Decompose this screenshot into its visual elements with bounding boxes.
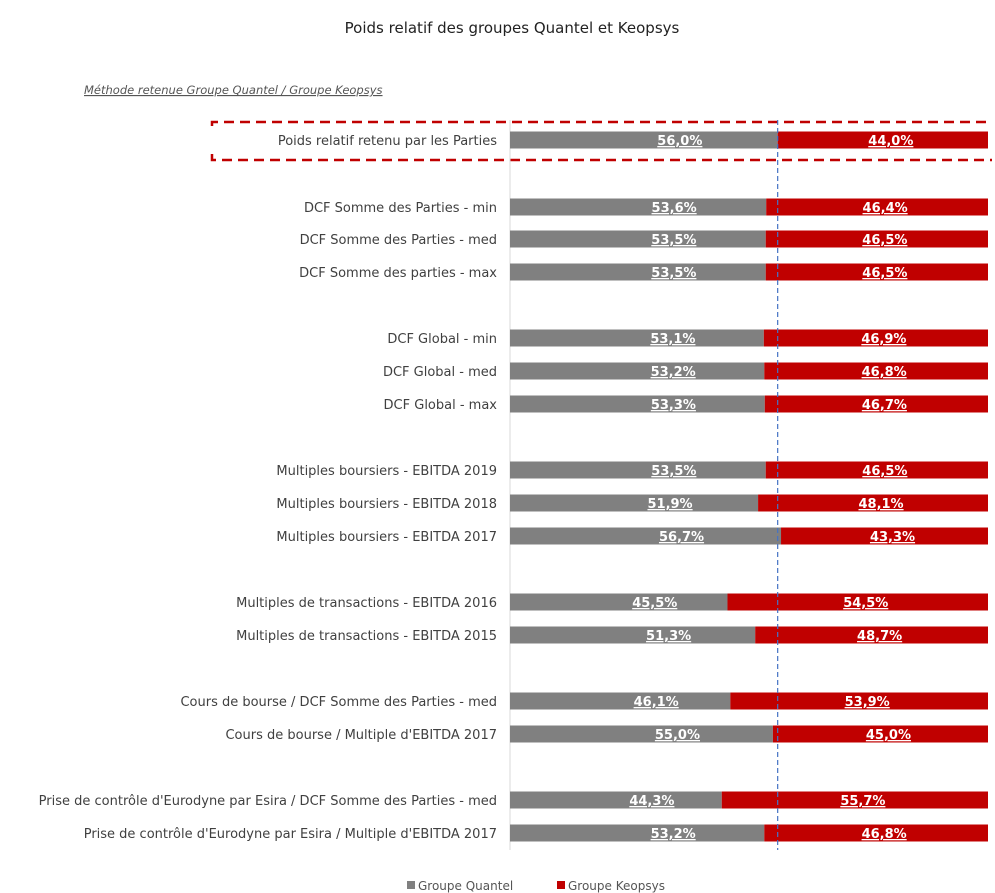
highlight-box-bottom <box>210 154 992 162</box>
category-label-5: DCF Global - med <box>383 365 497 380</box>
value-label-quantel-12: 46,1% <box>634 695 679 710</box>
value-label-keopsys-2: 46,5% <box>862 233 907 248</box>
value-label-keopsys-10: 54,5% <box>843 596 888 611</box>
value-label-quantel-0: 56,0% <box>657 134 702 149</box>
category-label-13: Cours de bourse / Multiple d'EBITDA 2017 <box>225 728 497 743</box>
bar-keopsys-8 <box>758 494 988 512</box>
value-label-keopsys-11: 48,7% <box>857 629 902 644</box>
bar-quantel-3 <box>510 263 766 281</box>
bar-quantel-13 <box>510 725 773 743</box>
bar-quantel-8 <box>510 494 759 512</box>
bar-keopsys-15 <box>764 824 988 842</box>
bar-quantel-2 <box>510 230 766 248</box>
category-label-15: Prise de contrôle d'Eurodyne par Esira /… <box>84 827 497 842</box>
value-label-keopsys-3: 46,5% <box>862 266 907 281</box>
bar-quantel-4 <box>510 329 764 347</box>
category-label-3: DCF Somme des parties - max <box>299 266 497 281</box>
category-label-2: DCF Somme des Parties - med <box>300 233 497 248</box>
category-label-10: Multiples de transactions - EBITDA 2016 <box>236 596 497 611</box>
bar-keopsys-4 <box>763 329 988 347</box>
value-label-quantel-2: 53,5% <box>651 233 696 248</box>
legend-label-0: Groupe Quantel <box>418 879 513 893</box>
value-label-keopsys-14: 55,7% <box>840 794 885 809</box>
value-label-keopsys-9: 43,3% <box>870 530 915 545</box>
bar-keopsys-6 <box>764 395 988 413</box>
bar-keopsys-2 <box>765 230 988 248</box>
value-label-quantel-11: 51,3% <box>646 629 691 644</box>
value-label-keopsys-5: 46,8% <box>862 365 907 380</box>
value-label-quantel-10: 45,5% <box>632 596 677 611</box>
bar-quantel-11 <box>510 626 756 644</box>
value-label-keopsys-0: 44,0% <box>868 134 913 149</box>
value-label-quantel-14: 44,3% <box>629 794 674 809</box>
value-label-quantel-3: 53,5% <box>651 266 696 281</box>
value-label-quantel-9: 56,7% <box>659 530 704 545</box>
bar-quantel-7 <box>510 461 766 479</box>
bar-quantel-14 <box>510 791 722 809</box>
bar-quantel-6 <box>510 395 765 413</box>
bar-keopsys-5 <box>764 362 988 380</box>
value-label-keopsys-7: 46,5% <box>862 464 907 479</box>
bar-quantel-1 <box>510 198 767 216</box>
value-label-keopsys-4: 46,9% <box>861 332 906 347</box>
value-label-quantel-15: 53,2% <box>651 827 696 842</box>
value-label-quantel-5: 53,2% <box>651 365 696 380</box>
bar-keopsys-11 <box>755 626 988 644</box>
category-label-12: Cours de bourse / DCF Somme des Parties … <box>180 695 497 710</box>
category-label-0: Poids relatif retenu par les Parties <box>278 134 497 149</box>
category-label-14: Prise de contrôle d'Eurodyne par Esira /… <box>39 794 497 809</box>
bar-keopsys-0 <box>777 131 988 149</box>
bar-quantel-15 <box>510 824 765 842</box>
bar-quantel-10 <box>510 593 728 611</box>
chart-subtitle: Méthode retenue Groupe Quantel / Groupe … <box>84 83 383 97</box>
bar-keopsys-12 <box>730 692 988 710</box>
value-label-quantel-8: 51,9% <box>647 497 692 512</box>
bar-keopsys-14 <box>721 791 988 809</box>
legend-label-1: Groupe Keopsys <box>568 879 665 893</box>
value-label-quantel-1: 53,6% <box>652 201 697 216</box>
chart-title: Poids relatif des groupes Quantel et Keo… <box>345 19 680 37</box>
category-label-7: Multiples boursiers - EBITDA 2019 <box>276 464 497 479</box>
legend-swatch-0 <box>407 881 415 889</box>
value-label-quantel-7: 53,5% <box>651 464 696 479</box>
bar-quantel-12 <box>510 692 731 710</box>
legend-swatch-1 <box>557 881 565 889</box>
value-label-quantel-6: 53,3% <box>651 398 696 413</box>
bar-keopsys-9 <box>781 527 988 545</box>
bars-group: 56,0% 44,0% 53,6% 46,4% 53,5% 46,5% 53,5% 46,5%… <box>510 131 988 842</box>
bar-keopsys-3 <box>765 263 988 281</box>
category-label-8: Multiples boursiers - EBITDA 2018 <box>276 497 497 512</box>
category-label-6: DCF Global - max <box>384 398 498 413</box>
bar-quantel-5 <box>510 362 765 380</box>
value-label-keopsys-13: 45,0% <box>866 728 911 743</box>
bar-keopsys-1 <box>766 198 988 216</box>
value-label-keopsys-1: 46,4% <box>863 201 908 216</box>
category-label-4: DCF Global - min <box>387 332 497 347</box>
value-label-quantel-4: 53,1% <box>650 332 695 347</box>
bar-keopsys-13 <box>772 725 988 743</box>
value-label-keopsys-8: 48,1% <box>858 497 903 512</box>
bar-keopsys-7 <box>765 461 988 479</box>
value-label-quantel-13: 55,0% <box>655 728 700 743</box>
category-labels-group: Poids relatif retenu par les Parties DCF … <box>39 134 498 842</box>
highlight-box-top <box>210 120 992 126</box>
legend: Groupe Quantel Groupe Keopsys <box>407 879 665 893</box>
category-label-1: DCF Somme des Parties - min <box>304 201 497 216</box>
bar-keopsys-10 <box>727 593 988 611</box>
highlight-box <box>210 120 992 162</box>
value-label-keopsys-6: 46,7% <box>862 398 907 413</box>
value-label-keopsys-12: 53,9% <box>845 695 890 710</box>
value-label-keopsys-15: 46,8% <box>862 827 907 842</box>
category-label-11: Multiples de transactions - EBITDA 2015 <box>236 629 497 644</box>
category-label-9: Multiples boursiers - EBITDA 2017 <box>276 530 497 545</box>
bar-quantel-0 <box>510 131 778 149</box>
bar-quantel-9 <box>510 527 782 545</box>
